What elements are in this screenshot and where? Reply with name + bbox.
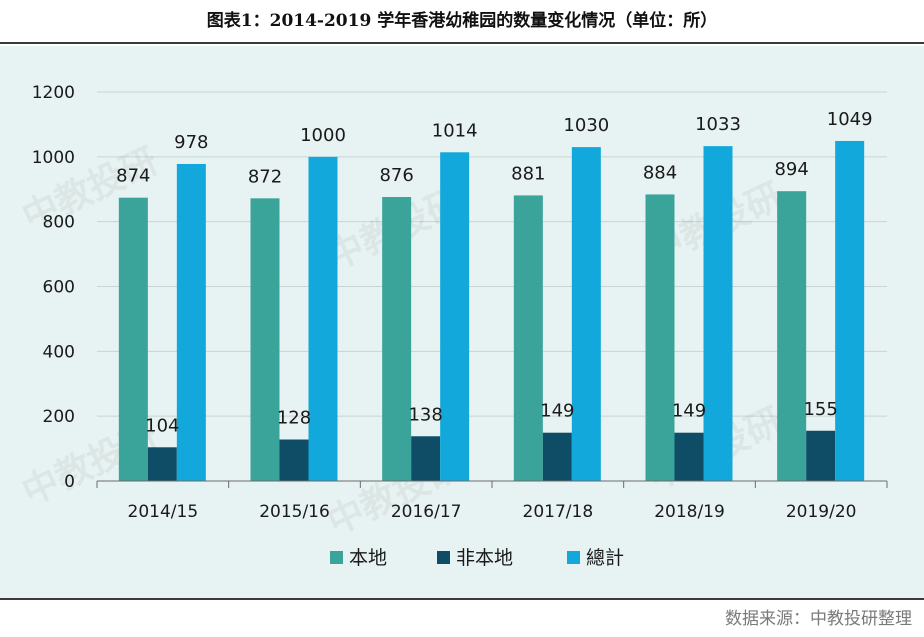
data-label: 881 xyxy=(511,163,545,184)
x-tick-label: 2015/16 xyxy=(259,502,330,522)
bar-2-0 xyxy=(176,163,206,481)
data-label: 1014 xyxy=(432,120,478,141)
source-note: 数据来源：中教投研整理 xyxy=(725,609,912,629)
data-labels: 874 104 978 872 128 1000 876 138 1014 881 149 1030 8… xyxy=(116,109,872,436)
y-tick-label: 200 xyxy=(43,407,75,427)
bar-0-1 xyxy=(250,198,280,481)
bar-0-5 xyxy=(777,191,807,481)
y-tick-label: 1000 xyxy=(32,148,75,168)
data-label: 1033 xyxy=(695,114,741,135)
bar-1-5 xyxy=(806,430,836,481)
y-tick-label: 400 xyxy=(43,342,75,362)
legend-swatch-0 xyxy=(330,551,343,564)
data-label: 1049 xyxy=(827,109,873,130)
y-tick-label: 800 xyxy=(43,213,75,233)
bar-2-2 xyxy=(440,152,470,482)
data-label: 149 xyxy=(672,401,706,422)
data-label: 872 xyxy=(248,166,282,187)
data-label: 978 xyxy=(174,132,208,153)
data-label: 874 xyxy=(116,166,150,187)
bar-1-4 xyxy=(674,432,704,481)
data-label: 1030 xyxy=(563,115,609,136)
data-label: 894 xyxy=(774,159,808,180)
chart-title: 图表1：2014-2019 学年香港幼稚园的数量变化情况（单位：所） xyxy=(206,11,718,31)
legend-label-2: 總計 xyxy=(586,547,624,569)
bar-0-3 xyxy=(513,195,543,481)
data-label: 149 xyxy=(540,401,574,422)
x-tick-label: 2016/17 xyxy=(391,502,462,522)
legend-swatch-2 xyxy=(567,551,580,564)
legend: 本地 非本地 總計 xyxy=(330,547,624,569)
data-label: 1000 xyxy=(300,125,346,146)
bar-1-0 xyxy=(147,447,177,481)
legend-label-0: 本地 xyxy=(349,547,387,569)
data-label: 876 xyxy=(379,165,413,186)
bar-0-0 xyxy=(118,197,148,481)
legend-swatch-1 xyxy=(437,551,450,564)
legend-label-1: 非本地 xyxy=(456,547,513,569)
bar-2-4 xyxy=(703,146,733,481)
y-tick-label: 1200 xyxy=(32,83,75,103)
bottom-divider xyxy=(0,598,924,600)
y-tick-label: 600 xyxy=(43,278,75,298)
bar-2-5 xyxy=(835,140,865,482)
x-tick-label: 2019/20 xyxy=(786,502,857,522)
bar-1-2 xyxy=(411,436,441,481)
data-label: 884 xyxy=(643,162,677,183)
top-divider xyxy=(0,42,924,44)
data-label: 138 xyxy=(408,404,442,425)
axes: 0 200 400 600 800 1000 1200 2014/15 2015/16 2016/… xyxy=(32,83,888,522)
bar-1-1 xyxy=(279,439,309,481)
bar-0-4 xyxy=(645,194,675,482)
x-tick-label: 2018/19 xyxy=(654,502,725,522)
bar-0-2 xyxy=(382,197,412,481)
bar-2-3 xyxy=(571,147,601,481)
data-label: 104 xyxy=(145,415,179,436)
gridlines xyxy=(97,91,887,417)
x-tick-label: 2017/18 xyxy=(523,502,594,522)
bar-2-1 xyxy=(308,156,338,482)
bar-1-3 xyxy=(542,432,572,481)
bars xyxy=(118,140,865,482)
x-tick-label: 2014/15 xyxy=(128,502,199,522)
data-label: 155 xyxy=(803,399,837,420)
data-label: 128 xyxy=(277,408,311,429)
y-tick-label: 0 xyxy=(64,472,75,492)
